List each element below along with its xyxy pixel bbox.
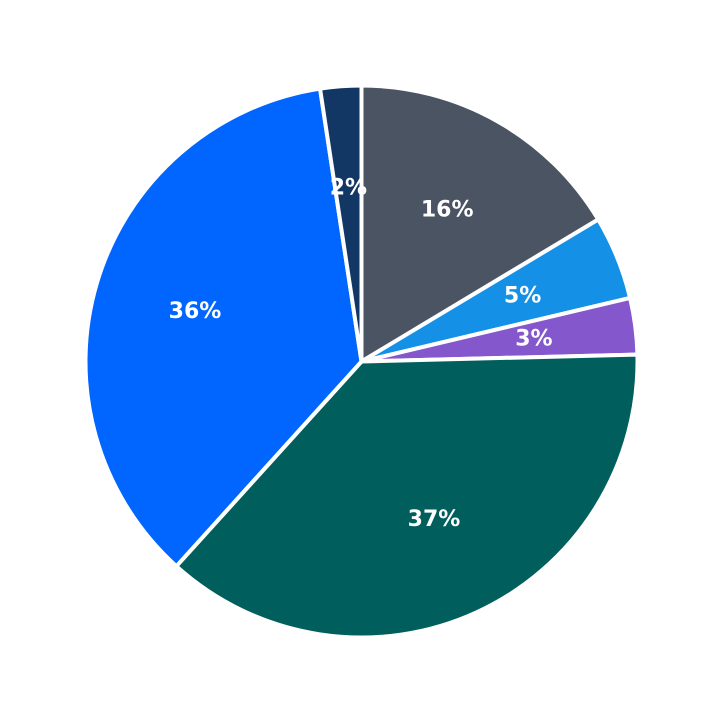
pie-slice-label-0: 16% [421, 198, 474, 223]
pie-slice-label-4: 36% [169, 299, 222, 324]
pie-slice-3 [174, 352, 640, 640]
pie-slice-5 [318, 83, 364, 364]
pie-slices [83, 83, 640, 640]
pie-labels: 16% 5% 3% 37% 36% 2% [169, 176, 553, 532]
pie-slice-0 [359, 83, 601, 364]
pie-slice-label-3: 37% [408, 507, 461, 532]
pie-slice-4 [83, 86, 364, 569]
pie-slice-label-1: 5% [504, 284, 541, 309]
pie-slice-label-5: 2% [330, 176, 367, 201]
pie-slice-label-2: 3% [515, 327, 552, 352]
